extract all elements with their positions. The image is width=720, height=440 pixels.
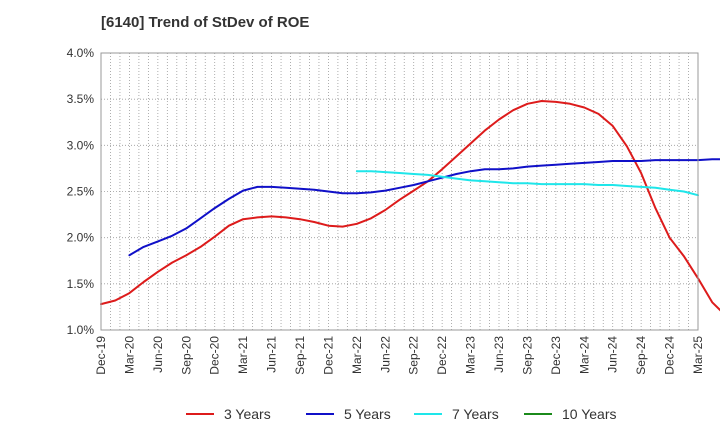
x-tick-label: Sep-20 bbox=[179, 336, 193, 375]
legend: 3 Years 5 Years 7 Years 10 Years bbox=[186, 406, 617, 422]
x-tick-label: Sep-23 bbox=[520, 336, 534, 375]
x-tick-label: Sep-24 bbox=[634, 336, 648, 375]
x-tick-label: Jun-20 bbox=[151, 336, 165, 373]
x-tick-label: Jun-23 bbox=[492, 336, 506, 373]
x-tick-label: Dec-20 bbox=[208, 336, 222, 375]
x-tick-label: Jun-21 bbox=[265, 336, 279, 373]
x-tick-label: Dec-19 bbox=[94, 336, 108, 375]
x-tick-label: Sep-22 bbox=[407, 336, 421, 375]
series-line-7-years bbox=[355, 170, 699, 197]
x-tick-label: Mar-23 bbox=[464, 336, 478, 374]
x-tick-label: Dec-24 bbox=[663, 336, 677, 375]
plot-frame bbox=[100, 52, 699, 331]
x-tick-label: Mar-24 bbox=[577, 336, 591, 374]
legend-label-3-years: 3 Years bbox=[224, 406, 271, 422]
y-tick-label: 4.0% bbox=[67, 46, 95, 60]
x-tick-label: Sep-21 bbox=[293, 336, 307, 375]
x-tick-label: Jun-24 bbox=[606, 336, 620, 373]
chart-title: [6140] Trend of StDev of ROE bbox=[101, 14, 310, 31]
y-tick-label: 1.0% bbox=[67, 323, 95, 337]
x-tick-label: Mar-20 bbox=[122, 336, 136, 374]
series-line-3-years bbox=[100, 100, 720, 312]
x-tick-label: Dec-21 bbox=[321, 336, 335, 375]
legend-label-5-years: 5 Years bbox=[344, 406, 391, 422]
y-axis-ticks: 1.0% 1.5% 2.0% 2.5% 3.0% 3.5% 4.0% bbox=[67, 46, 95, 337]
y-tick-label: 2.5% bbox=[67, 185, 95, 199]
x-tick-label: Mar-21 bbox=[236, 336, 250, 374]
legend-label-10-years: 10 Years bbox=[562, 406, 617, 422]
x-tick-label: Dec-23 bbox=[549, 336, 563, 375]
x-tick-label: Dec-22 bbox=[435, 336, 449, 375]
y-tick-label: 1.5% bbox=[67, 277, 95, 291]
x-tick-label: Jun-22 bbox=[378, 336, 392, 373]
y-tick-label: 3.0% bbox=[67, 138, 95, 152]
x-tick-label: Mar-22 bbox=[350, 336, 364, 374]
y-tick-label: 3.5% bbox=[67, 92, 95, 106]
legend-label-7-years: 7 Years bbox=[452, 406, 499, 422]
x-tick-label: Mar-25 bbox=[691, 336, 705, 374]
series-layer bbox=[100, 100, 720, 312]
y-tick-label: 2.0% bbox=[67, 231, 95, 245]
x-axis-ticks: Dec-19 Mar-20 Jun-20 Sep-20 Dec-20 Mar-21 Jun-… bbox=[94, 336, 705, 375]
